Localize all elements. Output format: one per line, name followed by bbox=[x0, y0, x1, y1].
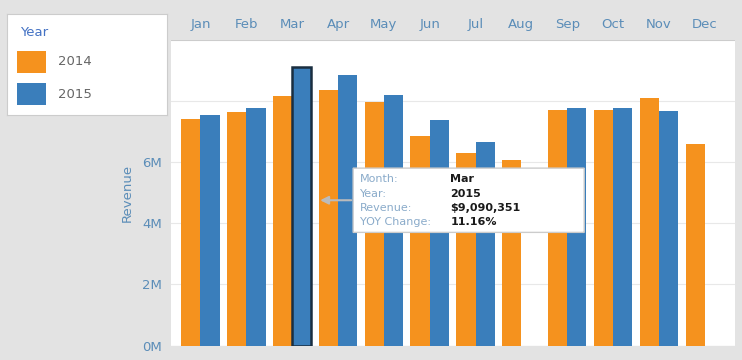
Bar bbox=[181, 119, 200, 346]
Bar bbox=[273, 96, 292, 346]
Bar bbox=[364, 102, 384, 346]
Bar bbox=[594, 110, 613, 346]
Text: Year: Year bbox=[20, 27, 48, 40]
Bar bbox=[384, 95, 403, 346]
FancyBboxPatch shape bbox=[17, 83, 46, 105]
Y-axis label: Revenue: Revenue bbox=[120, 163, 134, 222]
Bar bbox=[227, 112, 246, 346]
Text: 2015: 2015 bbox=[450, 189, 481, 198]
Bar bbox=[659, 111, 678, 346]
Bar bbox=[410, 136, 430, 346]
Bar bbox=[548, 110, 567, 346]
Text: $9,090,351: $9,090,351 bbox=[450, 203, 521, 213]
Bar bbox=[246, 108, 266, 346]
Text: Mar: Mar bbox=[450, 174, 474, 184]
Bar bbox=[456, 153, 476, 346]
Bar bbox=[292, 67, 312, 346]
Text: Year:: Year: bbox=[360, 189, 387, 198]
Text: 2015: 2015 bbox=[59, 87, 92, 100]
Text: YOY Change:: YOY Change: bbox=[360, 217, 430, 227]
Bar bbox=[567, 108, 586, 346]
Bar bbox=[502, 161, 522, 346]
Text: Revenue:: Revenue: bbox=[360, 203, 412, 213]
FancyBboxPatch shape bbox=[17, 51, 46, 73]
Bar bbox=[200, 114, 220, 346]
Bar bbox=[476, 142, 495, 346]
Bar bbox=[613, 108, 632, 346]
Bar bbox=[430, 120, 449, 346]
Bar bbox=[338, 75, 357, 346]
Bar bbox=[686, 144, 705, 346]
Text: 11.16%: 11.16% bbox=[450, 217, 497, 227]
Bar bbox=[640, 98, 659, 346]
FancyBboxPatch shape bbox=[353, 168, 584, 233]
Text: 2014: 2014 bbox=[59, 55, 92, 68]
Text: Month:: Month: bbox=[360, 174, 398, 184]
Bar bbox=[319, 90, 338, 346]
